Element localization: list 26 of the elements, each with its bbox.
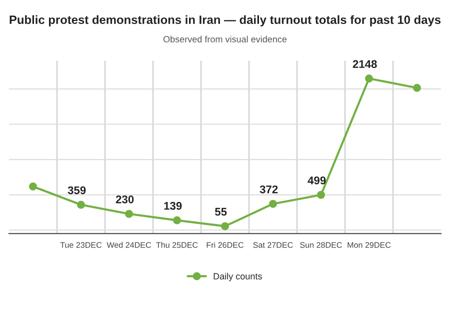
data-label: 55 <box>214 208 227 216</box>
x-tick-label: Sun 28DEC <box>300 242 342 248</box>
point <box>269 200 277 208</box>
chart-title: Public protest demonstrations in Iran — daily turnout totals for past 10 days <box>10 15 441 26</box>
legend-label: Daily counts <box>214 272 262 282</box>
data-label: 359 <box>68 186 86 194</box>
chart-subtitle: Observed from visual evidence <box>163 36 287 42</box>
data-label: 139 <box>164 202 182 210</box>
x-tick-label: Tue 23DEC <box>60 242 102 248</box>
point <box>413 84 421 92</box>
x-tick-label: Mon 29DEC <box>348 242 391 248</box>
data-label: 230 <box>116 195 134 204</box>
point <box>221 222 229 230</box>
point <box>125 210 133 218</box>
x-tick-label: Fri 26DEC <box>206 242 244 248</box>
x-tick-label: Thu 25DEC <box>156 242 198 248</box>
point <box>365 74 373 83</box>
data-label: 499 <box>308 176 326 184</box>
point <box>317 190 325 199</box>
point <box>29 182 37 190</box>
data-label: 372 <box>260 185 278 194</box>
point <box>173 216 181 224</box>
point <box>77 200 85 209</box>
data-label: 2148 <box>352 60 377 68</box>
x-tick-label: Wed 24DEC <box>106 242 152 248</box>
x-tick-label: Sat 27DEC <box>253 242 293 248</box>
